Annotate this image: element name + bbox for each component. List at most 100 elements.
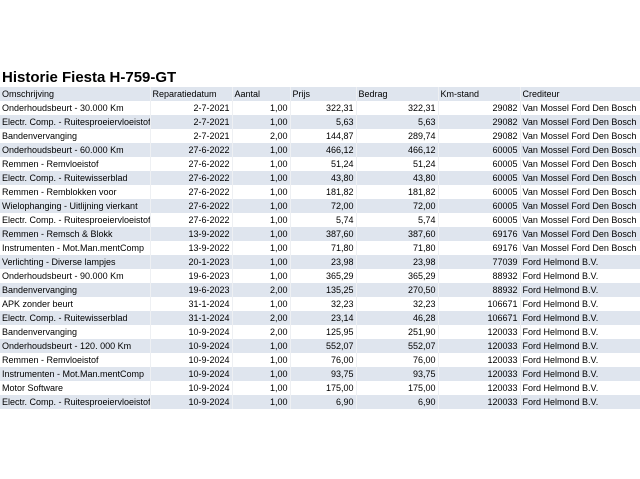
- cell: 322,31: [356, 101, 439, 115]
- cell: Van Mossel Ford Den Bosch: [520, 115, 640, 129]
- cell: 72,00: [356, 199, 439, 213]
- cell: Onderhoudsbeurt - 120. 000 Km: [0, 339, 151, 353]
- cell: 27-6-2022: [150, 199, 233, 213]
- data-row: Onderhoudsbeurt - 90.000 Km 19-6-2023 1,00…: [0, 269, 640, 283]
- header-cell: Aantal: [232, 87, 291, 101]
- cell: 5,63: [290, 115, 357, 129]
- cell: 120033: [438, 395, 521, 409]
- cell: 1,00: [232, 255, 291, 269]
- cell: Verlichting - Diverse lampjes: [0, 255, 151, 269]
- data-row: Electr. Comp. - Ruitewisserblad 31-1-2024…: [0, 311, 640, 325]
- data-row: Instrumenten - Mot.Man.mentComp 10-9-2024…: [0, 367, 640, 381]
- cell: Electr. Comp. - Ruitesproeiervloeistof: [0, 115, 151, 129]
- cell: 1,00: [232, 297, 291, 311]
- cell: 1,00: [232, 241, 291, 255]
- data-row: Instrumenten - Mot.Man.mentComp 13-9-2022…: [0, 241, 640, 255]
- cell: Motor Software: [0, 381, 151, 395]
- header-cell: Prijs: [290, 87, 357, 101]
- cell: Van Mossel Ford Den Bosch: [520, 213, 640, 227]
- data-row: APK zonder beurt 31-1-2024 1,00 32,23 32,23 1…: [0, 297, 640, 311]
- cell: 144,87: [290, 129, 357, 143]
- cell: Bandenvervanging: [0, 325, 151, 339]
- cell: 1,00: [232, 185, 291, 199]
- cell: 71,80: [356, 241, 439, 255]
- cell: 60005: [438, 213, 521, 227]
- cell: Ford Helmond B.V.: [520, 283, 640, 297]
- cell: 106671: [438, 297, 521, 311]
- cell: Electr. Comp. - Ruitewisserblad: [0, 171, 151, 185]
- cell: 23,14: [290, 311, 357, 325]
- spreadsheet: Historie Fiesta H-759-GT Omschrijving Rep…: [0, 68, 640, 409]
- cell: 76,00: [290, 353, 357, 367]
- header-cell: Bedrag: [356, 87, 439, 101]
- cell: Ford Helmond B.V.: [520, 311, 640, 325]
- cell: 251,90: [356, 325, 439, 339]
- cell: 1,00: [232, 171, 291, 185]
- cell: 2-7-2021: [150, 129, 233, 143]
- cell: 120033: [438, 367, 521, 381]
- cell: Van Mossel Ford Den Bosch: [520, 157, 640, 171]
- cell: 71,80: [290, 241, 357, 255]
- cell: 6,90: [290, 395, 357, 409]
- cell: Ford Helmond B.V.: [520, 297, 640, 311]
- cell: 60005: [438, 143, 521, 157]
- cell: 10-9-2024: [150, 395, 233, 409]
- cell: 13-9-2022: [150, 227, 233, 241]
- cell: 60005: [438, 185, 521, 199]
- cell: 93,75: [290, 367, 357, 381]
- cell: 76,00: [356, 353, 439, 367]
- cell: Van Mossel Ford Den Bosch: [520, 185, 640, 199]
- cell: 10-9-2024: [150, 325, 233, 339]
- cell: 387,60: [290, 227, 357, 241]
- title-row: Historie Fiesta H-759-GT: [0, 68, 640, 87]
- cell: 120033: [438, 381, 521, 395]
- cell: Remmen - Remvloeistof: [0, 353, 151, 367]
- cell: 552,07: [290, 339, 357, 353]
- header-cell: Reparatiedatum: [150, 87, 233, 101]
- header-row: Omschrijving Reparatiedatum Aantal Prijs Bed…: [0, 87, 640, 101]
- cell: 51,24: [290, 157, 357, 171]
- cell: 69176: [438, 241, 521, 255]
- cell: 20-1-2023: [150, 255, 233, 269]
- data-row: Electr. Comp. - Ruitesproeiervloeistof 2-…: [0, 115, 640, 129]
- cell: 29082: [438, 101, 521, 115]
- cell: Van Mossel Ford Den Bosch: [520, 129, 640, 143]
- cell: Van Mossel Ford Den Bosch: [520, 101, 640, 115]
- cell: Remmen - Remsch & Blokk: [0, 227, 151, 241]
- cell: 51,24: [356, 157, 439, 171]
- cell: 466,12: [290, 143, 357, 157]
- cell: 29082: [438, 115, 521, 129]
- cell: 13-9-2022: [150, 241, 233, 255]
- cell: Instrumenten - Mot.Man.mentComp: [0, 367, 151, 381]
- cell: 27-6-2022: [150, 185, 233, 199]
- cell: 270,50: [356, 283, 439, 297]
- cell: Van Mossel Ford Den Bosch: [520, 241, 640, 255]
- cell: 552,07: [356, 339, 439, 353]
- cell: 43,80: [290, 171, 357, 185]
- cell: 29082: [438, 129, 521, 143]
- cell: 10-9-2024: [150, 353, 233, 367]
- cell: 32,23: [290, 297, 357, 311]
- cell: Ford Helmond B.V.: [520, 255, 640, 269]
- cell: 365,29: [356, 269, 439, 283]
- cell: 1,00: [232, 157, 291, 171]
- cell: 10-9-2024: [150, 339, 233, 353]
- cell: 289,74: [356, 129, 439, 143]
- cell: 2-7-2021: [150, 115, 233, 129]
- cell: 1,00: [232, 395, 291, 409]
- cell: 5,74: [356, 213, 439, 227]
- cell: 322,31: [290, 101, 357, 115]
- cell: Van Mossel Ford Den Bosch: [520, 143, 640, 157]
- cell: Ford Helmond B.V.: [520, 269, 640, 283]
- cell: Onderhoudsbeurt - 30.000 Km: [0, 101, 151, 115]
- data-row: Remmen - Remsch & Blokk 13-9-2022 1,00 387,…: [0, 227, 640, 241]
- cell: 27-6-2022: [150, 171, 233, 185]
- cell: 175,00: [290, 381, 357, 395]
- data-row: Remmen - Remvloeistof 10-9-2024 1,00 76,00 7…: [0, 353, 640, 367]
- cell: 387,60: [356, 227, 439, 241]
- data-row: Bandenvervanging 2-7-2021 2,00 144,87 289,74…: [0, 129, 640, 143]
- cell: 27-6-2022: [150, 213, 233, 227]
- cell: APK zonder beurt: [0, 297, 151, 311]
- cell: 72,00: [290, 199, 357, 213]
